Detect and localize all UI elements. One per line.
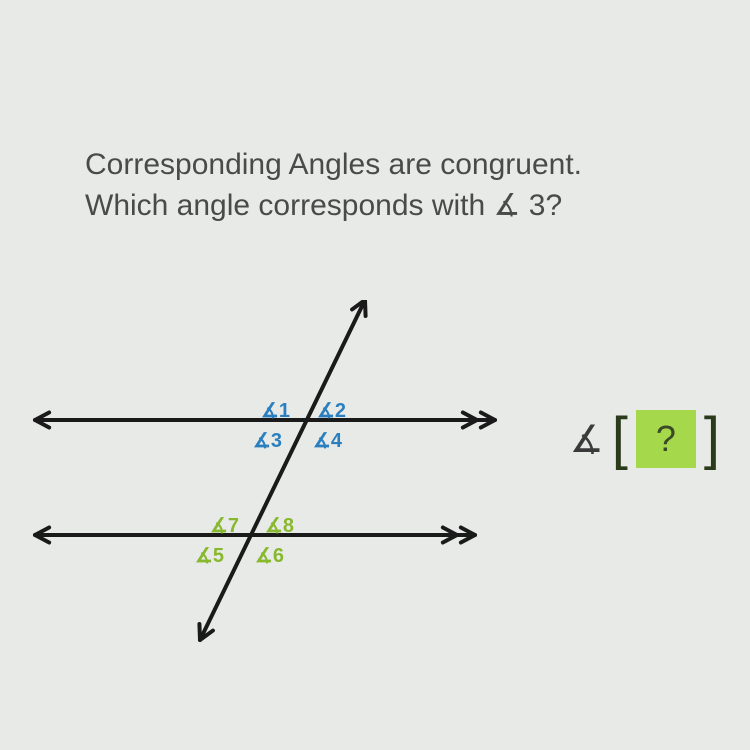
question-line2-prefix: Which angle corresponds with [85,189,494,222]
angle-label: ∡5 [195,543,224,568]
answer-angle-symbol: ∡ [570,417,604,462]
bracket-left: [ [612,410,628,468]
answer-placeholder: ? [656,418,676,460]
answer-area: ∡ [ ? ] [570,410,720,468]
angle-label: ∡2 [317,398,346,423]
angle-label: ∡4 [313,428,342,453]
bracket-right: ] [704,410,720,468]
angle-label: ∡8 [265,513,294,538]
diagram-svg [25,300,545,660]
angle-label: ∡3 [253,428,282,453]
question-text: Corresponding Angles are congruent. Whic… [85,145,710,226]
answer-input-box[interactable]: ? [636,410,696,468]
angle-label: ∡1 [261,398,290,423]
angle-label: ∡6 [255,543,284,568]
angle-diagram: ∡1 ∡2 ∡3 ∡4 ∡7 ∡8 ∡5 ∡6 [25,300,545,660]
question-line2-angle: ∡ 3? [494,189,563,222]
question-line1: Corresponding Angles are congruent. [85,148,582,181]
angle-label: ∡7 [210,513,239,538]
